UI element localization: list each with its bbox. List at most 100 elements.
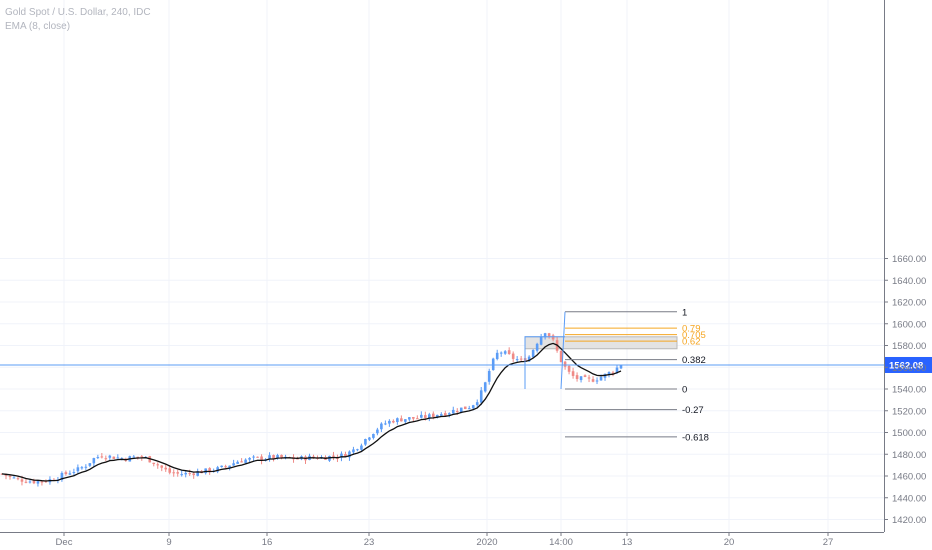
fib-level-label: 0.62 — [682, 337, 701, 348]
candle-body — [152, 462, 156, 465]
candle-body — [463, 406, 467, 410]
candle-body — [479, 390, 483, 403]
x-tick-label: 14:00 — [549, 537, 573, 548]
fib-level-label: 0 — [682, 385, 687, 396]
candle-body — [579, 376, 583, 381]
indicator-label[interactable]: EMA (8, close) — [5, 21, 71, 32]
candle-body — [515, 359, 519, 361]
fib-level-label: -0.618 — [682, 432, 709, 443]
candle-body — [188, 473, 191, 475]
candle-body — [208, 468, 211, 473]
candle-body — [184, 472, 188, 475]
candle-body — [531, 350, 535, 358]
candle-body — [356, 449, 359, 451]
candle-body — [112, 456, 116, 459]
candle-body — [475, 402, 479, 406]
candle-body — [348, 451, 351, 458]
candle-body — [344, 454, 347, 457]
candle-body — [459, 407, 463, 413]
candle-body — [563, 361, 567, 367]
y-tick-label: 1460.00 — [892, 472, 926, 483]
x-tick-label: 20 — [724, 537, 735, 548]
candle-body — [467, 408, 471, 410]
candle-body — [100, 456, 104, 458]
candle-body — [503, 351, 507, 354]
y-tick-label: 1640.00 — [892, 276, 926, 287]
candle-body — [527, 356, 531, 362]
candle-body — [400, 418, 403, 422]
y-tick-label: 1620.00 — [892, 298, 926, 309]
y-tick-label: 1600.00 — [892, 319, 926, 330]
candle-body — [507, 350, 511, 355]
candle-body — [511, 353, 515, 359]
candle-body — [575, 375, 579, 379]
candle-body — [248, 457, 251, 460]
candle-body — [168, 468, 172, 473]
candle-body — [595, 380, 599, 382]
candle-body — [619, 364, 623, 369]
candle-body — [607, 372, 611, 375]
candle-body — [368, 437, 371, 440]
chart-legend: Gold Spot / U.S. Dollar, 240, IDC EMA (8… — [5, 6, 151, 34]
candle-body — [104, 458, 108, 460]
candle-body — [176, 472, 180, 474]
candle-body — [228, 465, 231, 468]
candle-body — [396, 418, 399, 423]
candle-body — [220, 465, 223, 468]
candle-body — [547, 333, 551, 337]
candle-body — [455, 410, 459, 412]
candle-body — [392, 420, 395, 423]
candle-body — [44, 481, 48, 483]
time-axis[interactable]: Dec 9 16 23 2020 14:00 13 20 27 — [0, 532, 884, 548]
fib-level-label: 1 — [682, 307, 687, 318]
candle-body — [76, 467, 80, 472]
fib-anchor-leg — [560, 311, 566, 390]
candle-body — [8, 476, 12, 478]
candle-body — [92, 458, 96, 464]
candle-body — [16, 478, 20, 480]
candle-body — [196, 471, 199, 476]
candle-body — [20, 479, 24, 482]
last-price-tag — [885, 356, 932, 373]
candle-body — [471, 405, 475, 409]
x-tick-label: 2020 — [476, 537, 497, 548]
x-tick-label: 23 — [364, 537, 375, 548]
candle-body — [583, 375, 587, 377]
candle-body — [164, 467, 168, 470]
candle-body — [447, 413, 451, 415]
candle-body — [88, 463, 92, 466]
candle-body — [380, 423, 383, 430]
candle-body — [416, 418, 419, 420]
fib-anchor-leg — [524, 336, 565, 389]
candle-body — [236, 461, 239, 464]
y-tick-label: 1540.00 — [892, 385, 926, 396]
candle-body — [611, 372, 615, 374]
candles — [0, 332, 623, 487]
symbol-title[interactable]: Gold Spot / U.S. Dollar, 240, IDC — [5, 7, 151, 18]
candle-body — [487, 370, 491, 382]
candle-body — [280, 454, 283, 458]
last-price-label: 1562.08 — [889, 360, 923, 371]
candle-body — [268, 455, 271, 460]
x-tick-label: Dec — [56, 537, 73, 548]
candle-body — [192, 473, 195, 476]
price-axis[interactable]: 1420.00 1440.00 1460.00 1480.00 1500.00 1520.… — [884, 0, 926, 532]
last-price-line: 1562.08 — [0, 356, 932, 373]
candle-body — [360, 445, 363, 450]
candle-body — [252, 456, 255, 458]
candle-body — [84, 466, 88, 468]
x-tick-label: 9 — [166, 537, 171, 548]
candle-body — [388, 420, 391, 424]
candle-body — [483, 382, 487, 392]
candle-body — [180, 474, 184, 476]
candle-body — [72, 472, 76, 474]
candle-body — [535, 343, 539, 351]
candle-body — [140, 456, 144, 458]
candle-body — [336, 457, 339, 459]
candle-body — [539, 336, 543, 345]
candle-body — [551, 335, 555, 340]
candle-body — [519, 358, 523, 360]
fib-level-label: 0.79 — [682, 324, 701, 335]
